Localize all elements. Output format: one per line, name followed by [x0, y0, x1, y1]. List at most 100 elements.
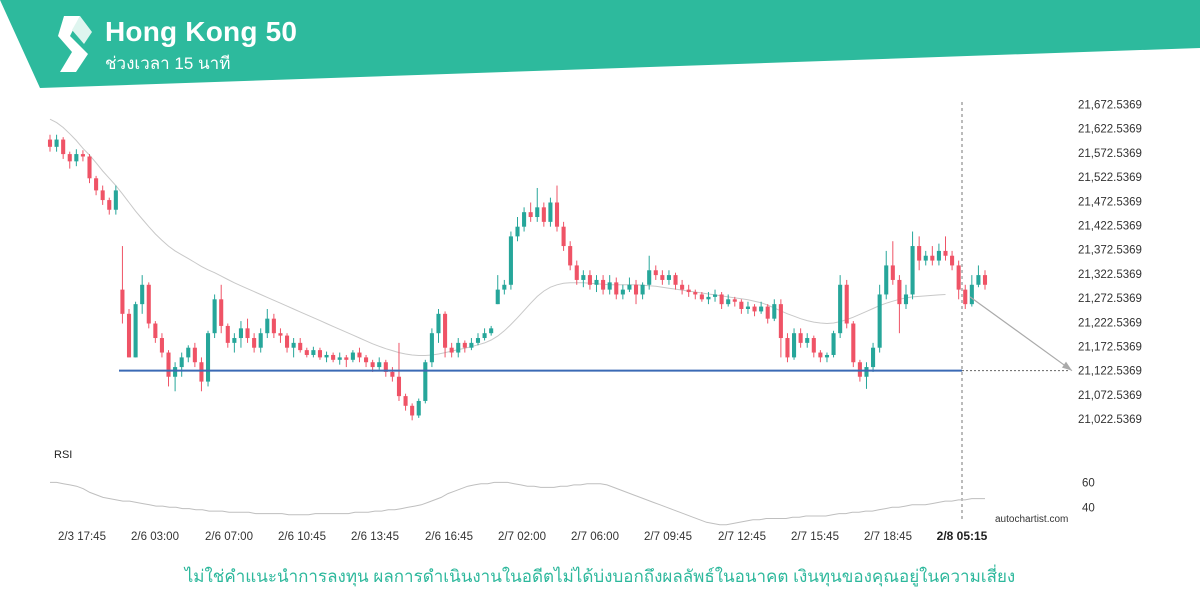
candle [726, 294, 731, 307]
forecast-arrowhead [1062, 361, 1072, 371]
candle [633, 279, 639, 305]
candle [864, 362, 869, 389]
candle-body [429, 333, 434, 363]
moving-average-layer [49, 118, 946, 356]
candle-body [87, 156, 92, 179]
candle-body [370, 362, 375, 368]
candle-body [383, 362, 388, 372]
candle [225, 323, 230, 348]
candle-body [436, 313, 441, 334]
candle [61, 137, 66, 159]
candle-body [647, 270, 652, 285]
y-tick-label: 21,522.5369 [1078, 172, 1142, 184]
candle [936, 243, 941, 266]
candle [80, 150, 85, 162]
y-tick-label: 21,472.5369 [1078, 196, 1142, 208]
candle [752, 304, 757, 317]
candle [647, 255, 652, 290]
candle [778, 299, 783, 358]
candle [304, 347, 309, 358]
candle-body [350, 352, 355, 360]
candle-body [140, 284, 145, 305]
candle [502, 279, 507, 295]
candle-body [884, 265, 889, 295]
chart-title: Hong Kong 50 [105, 16, 298, 47]
candle [890, 241, 895, 285]
candle [350, 350, 355, 363]
candle [344, 354, 349, 368]
candle [640, 282, 645, 300]
candle [278, 328, 283, 343]
candle-body [772, 304, 777, 319]
candle-body [765, 306, 770, 319]
candle [785, 333, 790, 363]
candle-body [94, 178, 99, 191]
candle-body [482, 333, 487, 339]
candle-body [291, 342, 296, 348]
x-tick-label: 2/7 02:00 [498, 531, 546, 543]
candle [107, 197, 112, 215]
candle [680, 279, 685, 295]
candle [706, 292, 711, 305]
candle [311, 346, 316, 358]
forecast-arrow [969, 296, 1073, 372]
candle [469, 338, 474, 351]
candle [792, 328, 797, 360]
candle-body [159, 338, 164, 353]
candle-body [857, 362, 862, 377]
candle-body [107, 200, 112, 210]
candle-body [192, 347, 197, 363]
candle [739, 299, 744, 314]
candle [410, 403, 415, 421]
y-tick-label: 21,172.5369 [1078, 341, 1142, 353]
candle-body [133, 304, 138, 358]
candle [587, 270, 592, 290]
candle [100, 185, 105, 205]
candle-body [462, 342, 467, 348]
candle-body [950, 255, 955, 266]
candle [660, 270, 665, 285]
x-axis-labels: 2/3 17:45 2/6 03:00 2/6 07:00 2/6 10:45 2/6 … [58, 529, 988, 543]
candle [173, 362, 178, 392]
candle [712, 289, 718, 302]
candle-body [680, 284, 685, 290]
candle [219, 284, 224, 334]
candle [416, 398, 421, 418]
x-tick-label: 2/6 03:00 [131, 531, 179, 543]
candle [94, 175, 99, 196]
candle [719, 292, 724, 309]
candle-body [443, 313, 448, 348]
candle [436, 308, 441, 343]
candle [324, 351, 329, 363]
x-tick-label: 2/7 15:45 [791, 531, 839, 543]
candle-body [317, 350, 323, 358]
candle [607, 275, 612, 295]
candle [541, 202, 546, 227]
candle-body [304, 350, 309, 355]
candle-body [311, 350, 316, 355]
x-tick-label: 2/6 16:45 [425, 531, 473, 543]
disclaimer-text: ไม่ใช่คำแนะนำการลงทุน ผลการดำเนินงานในอด… [184, 567, 1016, 586]
candle [693, 289, 698, 300]
candle-body [153, 323, 158, 339]
candle [238, 321, 243, 348]
candle-body [792, 333, 797, 358]
price-chart[interactable]: 21,672.5369 21,622.5369 21,572.5369 21,522.… [0, 90, 1200, 550]
candle-body [186, 347, 191, 358]
candle-body [331, 354, 336, 360]
candle-body [693, 292, 698, 295]
candle [390, 367, 395, 382]
candle-body [936, 250, 941, 261]
candle [74, 149, 79, 167]
candle-body [930, 255, 935, 261]
candle-body [653, 270, 658, 276]
candle-body [410, 405, 415, 416]
candle-body [910, 246, 915, 295]
candle [364, 354, 369, 368]
candle [120, 246, 125, 324]
candle-body [502, 284, 507, 290]
header-band [0, 0, 1200, 88]
candle [252, 333, 257, 353]
candle [298, 338, 303, 353]
candle [186, 345, 191, 363]
